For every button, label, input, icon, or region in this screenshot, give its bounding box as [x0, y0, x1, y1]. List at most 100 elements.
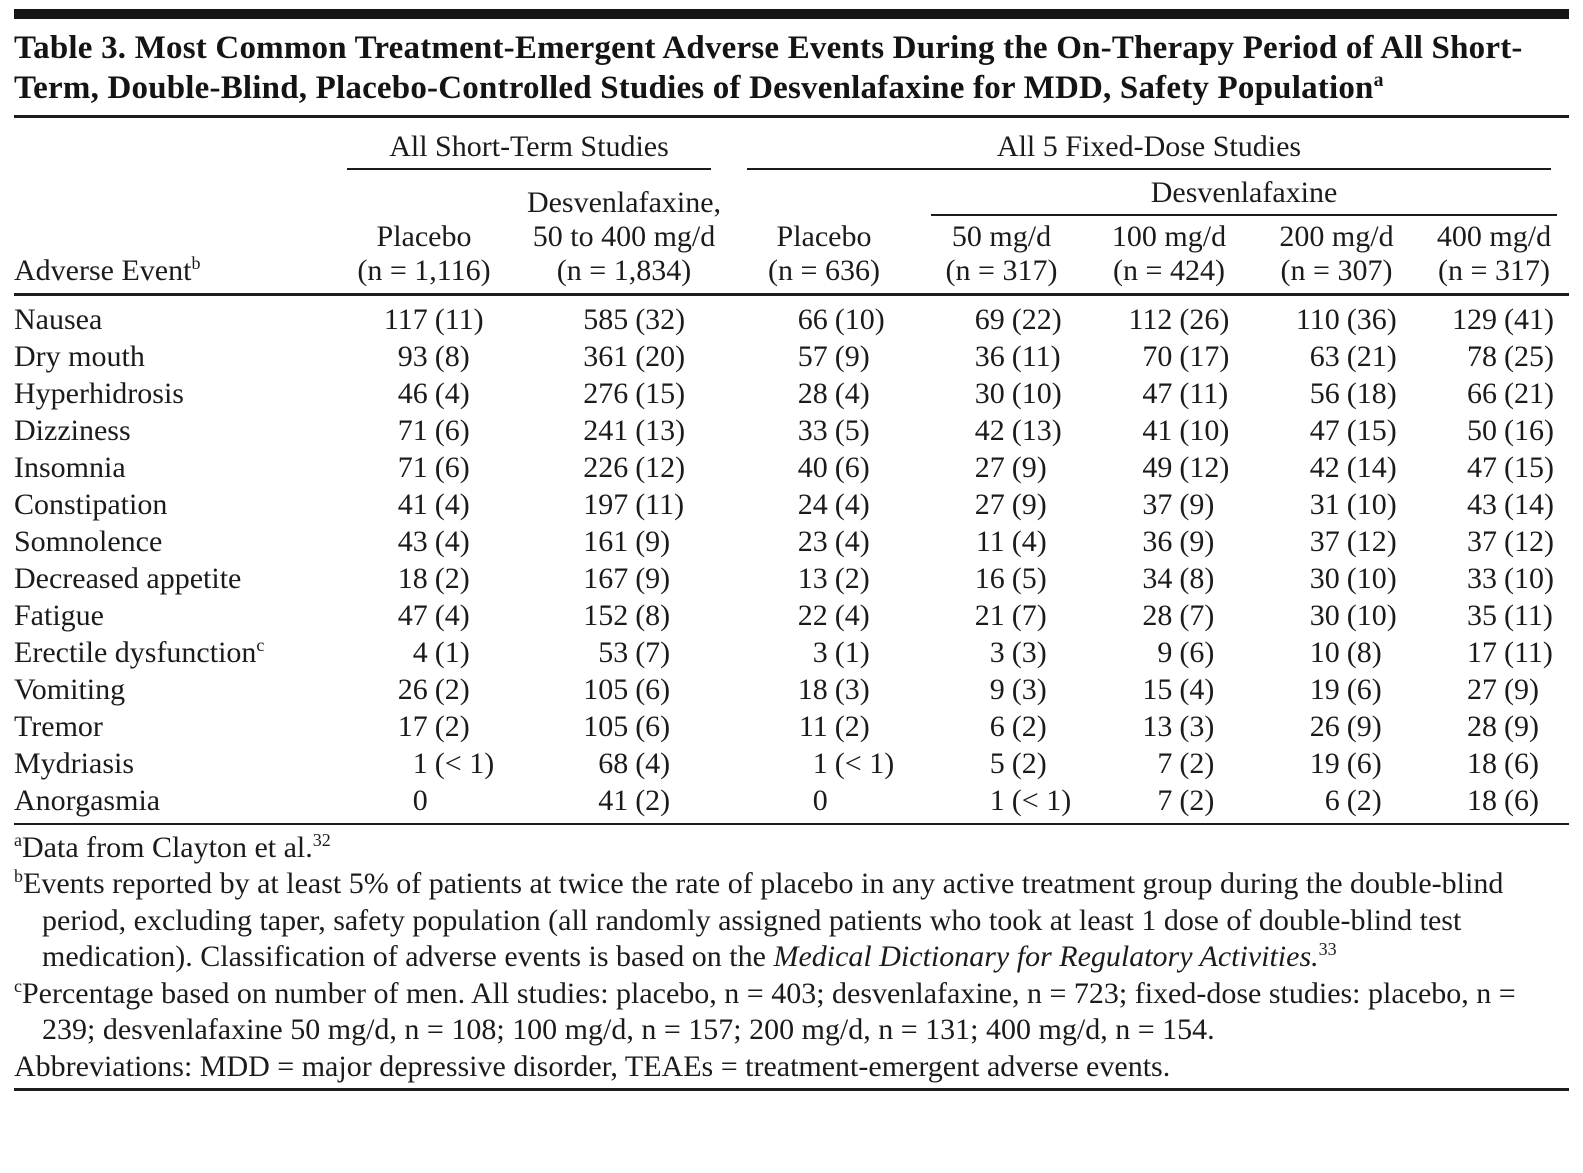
column-header-50mgd: 50 mg/d (n = 317) [945, 219, 1058, 287]
table-body: Nausea 117 (11) 585 (32) 66 (10) 69 (22) 112 (26) 1… [14, 292, 1570, 819]
column-header-adverse-event: Adverse Eventb [14, 170, 329, 294]
value-cell: 15 (4) [1142, 672, 1215, 706]
value-cell: 10 (8) [1309, 635, 1382, 669]
value-cell: 13 (2) [797, 561, 870, 595]
value-cell: 66 (10) [729, 292, 919, 338]
value-cell: 50 (16) [1467, 413, 1554, 447]
value-cell: 4 (1) [412, 635, 470, 669]
adverse-event-cell: Fatigue [14, 598, 104, 632]
value-cell: 110 (36) [1254, 292, 1419, 338]
value-cell: 28 (7) [1142, 598, 1215, 632]
sub-spanner-row: Adverse Eventb Placebo (n = 1,116) Desve… [14, 170, 1569, 287]
footnote-marker: c [256, 634, 265, 655]
value-cell: 71 (6) [397, 450, 470, 484]
value-cell: 18 (6) [1467, 783, 1539, 817]
column-header-placebo-fixed-dose: Placebo (n = 636) [768, 219, 880, 287]
value-cell: 28 (4) [797, 376, 870, 410]
value-cell: 161 (9) [583, 524, 671, 558]
value-cell: 41 (2) [598, 783, 671, 817]
value-cell: 11 (4) [975, 524, 1047, 558]
value-cell: 69 (22) [919, 292, 1084, 338]
value-cell: 28 (9) [1467, 709, 1539, 743]
value-cell: 42 (13) [974, 413, 1062, 447]
footnote-c: cPercentage based on number of men. All … [14, 975, 1516, 1047]
value-cell: 27 (9) [974, 450, 1047, 484]
value-cell: 17 (11) [1467, 635, 1553, 669]
value-cell: 22 (4) [797, 598, 870, 632]
value-cell: 197 (11) [583, 487, 685, 521]
value-cell: 1 (< 1) [412, 746, 495, 780]
table-row: Erectile dysfunctionc 4 (1) 53 (7) 3 (1) 3 (3) 9(… [14, 634, 1569, 671]
adverse-event-cell: Mydriasis [14, 746, 134, 780]
value-cell: 37 (9) [1142, 487, 1215, 521]
table-row: Insomnia 71 (6) 226 (12) 40 (6) 27 (9) 49 (12) 42 (1… [14, 449, 1569, 486]
adverse-event-cell: Erectile dysfunctionc [14, 634, 265, 669]
value-cell: 53 (7) [598, 635, 671, 669]
value-cell: 1 (< 1) [989, 783, 1072, 817]
value-cell: 18 (3) [797, 672, 870, 706]
value-cell: 93 (8) [397, 339, 470, 373]
value-cell: 78 (25) [1467, 339, 1554, 373]
value-cell: 21 (7) [974, 598, 1047, 632]
table-title: Table 3. Most Common Treatment-Emergent … [14, 28, 1569, 108]
column-header-row: 50 mg/d (n = 317) 100 mg/d (n = 424) 200… [14, 216, 1569, 294]
value-cell: 40 (6) [797, 450, 870, 484]
value-cell: 46 (4) [397, 376, 470, 410]
value-cell: 226 (12) [583, 450, 686, 484]
footnotes: aData from Clayton et al.32 bEvents repor… [14, 830, 1569, 1086]
value-cell: 11 (2) [798, 709, 870, 743]
table-row: Somnolence 43 (4) 161 (9) 23 (4) 11 (4) 36 (9) 37 (1… [14, 523, 1569, 560]
value-cell: 33 (5) [797, 413, 870, 447]
value-cell: 37 (12) [1467, 524, 1554, 558]
value-cell: 35 (11) [1467, 598, 1553, 632]
value-cell: 41 (10) [1142, 413, 1230, 447]
value-cell: 36 (11) [974, 339, 1061, 373]
value-cell: 43 (14) [1467, 487, 1554, 521]
table-title-text: Table 3. Most Common Treatment-Emergent … [14, 30, 1523, 106]
value-cell: 24 (4) [797, 487, 870, 521]
value-cell: 18 (2) [397, 561, 470, 595]
value-cell: 47 (15) [1467, 450, 1554, 484]
value-cell: 7 (2) [1157, 783, 1215, 817]
value-cell: 34 (8) [1142, 561, 1215, 595]
value-cell: 30 (10) [974, 376, 1062, 410]
column-header-200mgd: 200 mg/d (n = 307) [1279, 219, 1394, 287]
value-cell: 276 (15) [583, 376, 686, 410]
table-row: Constipation 41 (4) 197 (11) 24 (4) 27 (9) 37 (9) 3… [14, 486, 1569, 523]
value-cell: 112 (26) [1084, 292, 1254, 338]
spanner-cell-short-term: All Short-Term Studies [329, 118, 729, 170]
value-cell: 19 (6) [1309, 746, 1382, 780]
value-cell: 167 (9) [583, 561, 671, 595]
value-cell: 9 (6) [1157, 635, 1215, 669]
top-rule-bar [14, 9, 1569, 19]
table-row: Vomiting 26 (2) 105 (6) 18 (3) 9 (3) 15 (4) 19 (6) 27… [14, 671, 1569, 708]
spanner-cell-desvenlafaxine: Desvenlafaxine [919, 170, 1569, 216]
value-cell: 56 (18) [1309, 376, 1397, 410]
spanner-spacer-cell [14, 118, 329, 170]
adverse-event-cell: Dry mouth [14, 339, 145, 373]
value-cell: 13 (3) [1142, 709, 1215, 743]
value-cell: 3 (1) [812, 635, 870, 669]
value-cell: 585 (32) [519, 292, 729, 338]
table-row: Nausea 117 (11) 585 (32) 66 (10) 69 (22) 112 (26) 1… [14, 292, 1570, 338]
column-header-100mgd: 100 mg/d (n = 424) [1111, 219, 1227, 287]
value-cell: 63 (21) [1309, 339, 1397, 373]
value-cell: 42 (14) [1309, 450, 1397, 484]
adverse-events-table: All Short-Term Studies All 5 Fixed-Dose … [14, 118, 1570, 819]
value-cell: 49 (12) [1142, 450, 1230, 484]
footnote-a: aData from Clayton et al.32 [14, 829, 331, 864]
bottom-rule [14, 1088, 1569, 1091]
value-cell: 47 (15) [1309, 413, 1397, 447]
value-cell: 31 (10) [1309, 487, 1397, 521]
value-cell: 0 [812, 783, 828, 817]
value-cell: 37 (12) [1309, 524, 1397, 558]
value-cell: 1 (< 1) [812, 746, 895, 780]
value-cell: 241 (13) [583, 413, 686, 447]
value-cell: 19 (6) [1309, 672, 1382, 706]
value-cell: 361 (20) [583, 339, 686, 373]
value-cell: 27 (9) [1467, 672, 1539, 706]
value-cell: 36 (9) [1142, 524, 1215, 558]
value-cell: 66 (21) [1467, 376, 1554, 410]
table-row: Dry mouth 93 (8) 361 (20) 57 (9) 36 (11) 70 (17) 63… [14, 338, 1569, 375]
